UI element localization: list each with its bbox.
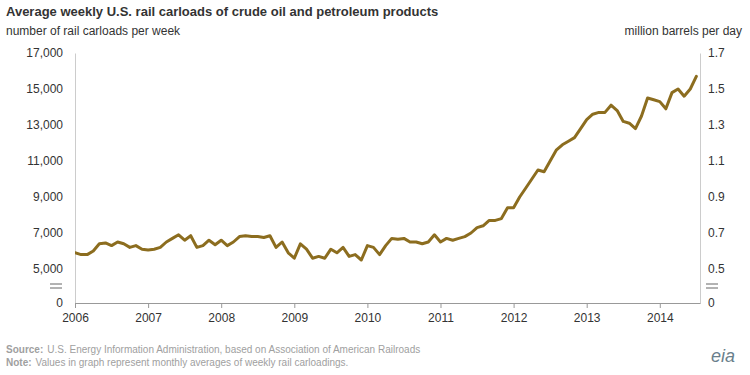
y-tick: 5,000 — [33, 262, 75, 276]
title: Average weekly U.S. rail carloads of cru… — [6, 4, 438, 19]
logo: eia — [711, 346, 735, 366]
y-tick: 7,000 — [33, 226, 75, 240]
source-text: U.S. Energy Information Administration, … — [47, 344, 420, 355]
y2-tick: 0.7 — [700, 226, 725, 240]
y-tick: 0 — [56, 296, 75, 310]
y-tick-label: 9,000 — [33, 190, 63, 204]
x-tick-label: 2012 — [501, 311, 528, 325]
y2-tick: 0 — [700, 296, 715, 310]
x-tick-label: 2010 — [355, 311, 382, 325]
x-tick-label: 2013 — [574, 311, 601, 325]
x-tick: 2010 — [355, 303, 382, 325]
plot-area — [75, 76, 696, 260]
x-tick-mark — [221, 303, 222, 308]
note: Note: Values in graph represent monthly a… — [6, 357, 348, 368]
axis-break — [50, 284, 62, 285]
y-axis-title: number of rail carloads per week — [6, 24, 181, 38]
x-tick-mark — [587, 303, 588, 308]
y2-tick-label: 0.5 — [708, 262, 725, 276]
y-tick: 17,000 — [26, 46, 75, 60]
y-tick: 11,000 — [27, 154, 75, 168]
axis-break — [50, 288, 62, 289]
y-tick-label: 5,000 — [33, 262, 63, 276]
y-tick-label: 7,000 — [33, 226, 63, 240]
y-tick: 13,000 — [26, 118, 75, 132]
y-tick-label: 15,000 — [26, 82, 63, 96]
y2-tick: 1.7 — [700, 46, 725, 60]
x-tick: 2014 — [647, 303, 674, 325]
x-tick: 2008 — [208, 303, 235, 325]
y-axis-line — [75, 54, 76, 304]
x-tick-mark — [660, 303, 661, 308]
y-tick-label: 0 — [56, 296, 63, 310]
data-line — [75, 76, 696, 260]
x-tick-label: 2009 — [281, 311, 308, 325]
source: Source: U.S. Energy Information Administr… — [6, 344, 420, 355]
y-tick: 9,000 — [33, 190, 75, 204]
y2-tick-label: 1.5 — [708, 82, 725, 96]
y-tick-label: 11,000 — [27, 154, 63, 168]
x-axis-line — [76, 303, 701, 304]
x-tick-label: 2007 — [135, 311, 162, 325]
axis-break — [706, 288, 718, 289]
x-tick: 2007 — [135, 303, 162, 325]
x-tick-mark — [75, 303, 76, 308]
y-tick-label: 13,000 — [26, 118, 63, 132]
x-tick: 2013 — [574, 303, 601, 325]
y2-tick: 1.3 — [700, 118, 725, 132]
y2-tick-label: 0.9 — [708, 190, 725, 204]
x-tick: 2009 — [281, 303, 308, 325]
y2-tick: 0.5 — [700, 262, 725, 276]
chart: Average weekly U.S. rail carloads of cru… — [0, 0, 750, 375]
y-tick-label: 17,000 — [26, 46, 63, 60]
x-tick-label: 2006 — [62, 311, 89, 325]
y2-tick-label: 1.1 — [708, 154, 725, 168]
note-label: Note: — [6, 357, 32, 368]
x-tick: 2012 — [501, 303, 528, 325]
y2-tick: 1.5 — [700, 82, 725, 96]
x-tick-mark — [367, 303, 368, 308]
x-axis: 2006 2007 2008 2009 2010 2011 2012 2013 2014 — [62, 303, 700, 325]
x-tick: 2011 — [428, 303, 454, 325]
x-tick-label: 2011 — [428, 311, 454, 325]
y2-tick-label: 0.7 — [708, 226, 725, 240]
y-tick: 15,000 — [26, 82, 75, 96]
y-axis: 0 5,000 7,000 9,000 11,000 13,000 15,000 17,000 — [26, 46, 75, 310]
note-text: Values in graph represent monthly averag… — [36, 357, 349, 368]
y2-tick: 1.1 — [700, 154, 725, 168]
x-tick-label: 2014 — [647, 311, 674, 325]
y2-axis-title: million barrels per day — [625, 24, 742, 38]
x-tick-mark — [440, 303, 441, 308]
axis-break — [706, 284, 718, 285]
source-label: Source: — [6, 344, 43, 355]
x-tick-mark — [294, 303, 295, 308]
x-tick-mark — [148, 303, 149, 308]
x-tick-mark — [514, 303, 515, 308]
y2-tick-label: 1.3 — [708, 118, 725, 132]
x-tick: 2006 — [62, 303, 89, 325]
y2-axis: 0 0.5 0.7 0.9 1.1 1.3 1.5 1.7 — [700, 46, 725, 310]
y2-tick-label: 0 — [708, 296, 715, 310]
y2-tick-label: 1.7 — [708, 46, 725, 60]
y2-axis-line — [700, 54, 701, 304]
x-tick-label: 2008 — [208, 311, 235, 325]
y2-tick: 0.9 — [700, 190, 725, 204]
